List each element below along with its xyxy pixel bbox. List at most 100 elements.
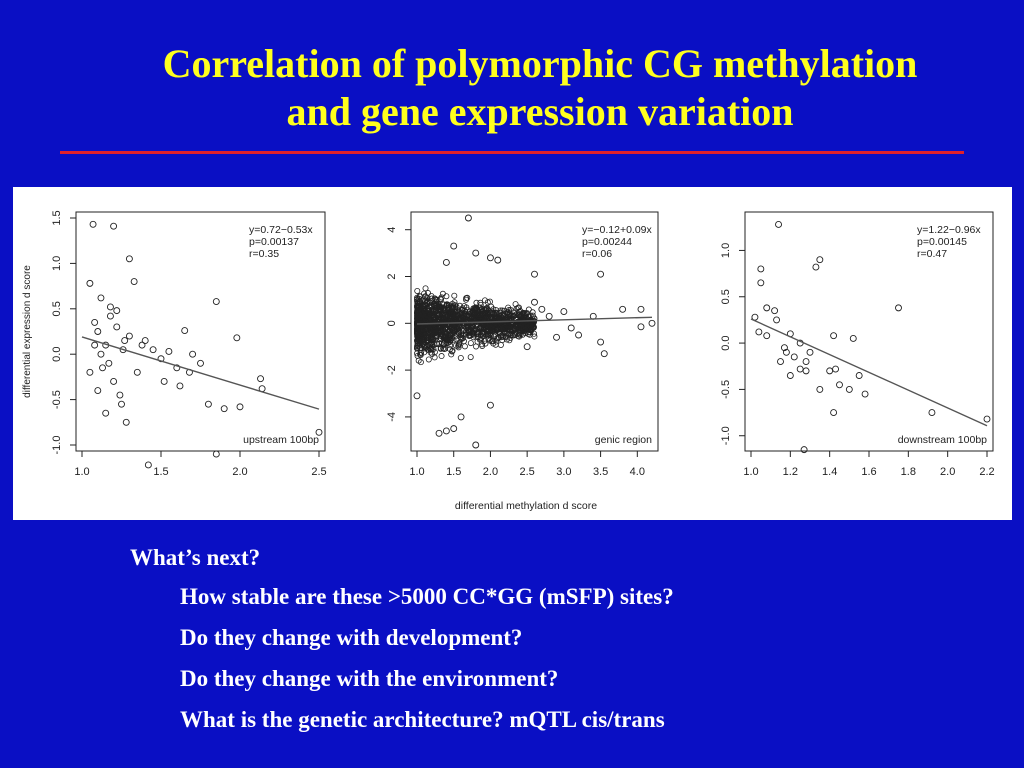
scatter-point [513,316,520,323]
bullet-heading: What’s next? [130,545,261,570]
scatter-point [455,341,462,348]
scatter-point [189,350,197,358]
scatter-point [102,409,110,417]
scatter-point [481,330,488,337]
scatter-point [531,270,538,278]
scatter-point [525,321,532,328]
scatter-point [830,332,838,340]
scatter-point [461,310,468,317]
scatter-point [125,332,133,340]
scatter-point [498,334,505,341]
scatter-point [802,367,810,375]
scatter-point [442,259,450,266]
slide-title-line-1: Correlation of polymorphic CG methylatio… [162,41,918,86]
scatter-point [418,316,425,323]
scatter-point [432,335,439,342]
scatter-point [450,316,457,323]
scatter-plots-svg: 1.0 1.5 2.0 2.5 -1.0 -0.5 0.0 0.5 1.0 1.5 differen… [22,210,995,512]
scatter-point [506,313,513,320]
scatter-point [465,317,472,324]
scatter-point [845,385,853,393]
scatter-point [826,367,834,375]
scatter-point [486,401,494,409]
scatter-point [116,391,124,399]
bullet-item: What is the genetic architecture? mQTL c… [180,707,665,732]
scatter-point [165,348,173,355]
scatter-point [527,322,534,329]
scatter-point [472,441,480,449]
scatter-point [560,308,568,316]
scatter-point [450,242,458,250]
scatter-point [110,222,118,230]
scatter-point [113,323,121,331]
scatter-point [451,292,458,299]
scatter-point [414,295,421,302]
scatter-point [423,319,430,326]
scatter-point [575,331,583,339]
panel-label: upstream 100bp [243,434,319,446]
bullet-list: What’s next? How stable are these >5000 … [130,540,674,740]
y-tick-label: -0.5 [720,380,732,399]
scatter-point [144,461,152,469]
scatter-point [895,304,902,312]
scatter-point [757,265,765,273]
scatter-point [448,309,455,316]
scatter-point [492,326,499,333]
scatter-point [800,446,808,454]
scatter-point [138,341,146,349]
scatter-point [438,328,445,335]
scatter-point [440,316,447,323]
regression-line [416,316,653,325]
scatter-point [512,301,519,308]
scatter-point [422,330,429,337]
scatter-point [438,353,445,360]
scatter-point [832,365,840,373]
scatter-point [417,359,424,366]
scatter-figure: 1.0 1.5 2.0 2.5 -1.0 -0.5 0.0 0.5 1.0 1.5 differen… [13,187,1012,520]
scatter-point [455,329,462,336]
x-tick-label: 2.0 [483,466,498,478]
scatter-point [441,334,448,341]
scatter-point [466,333,473,340]
y-tick-label: 0.5 [51,301,63,316]
shared-x-axis-label: differential methylation d score [455,500,597,512]
scatter-point [463,331,470,338]
y-axis-label: differential expression d score [22,265,33,398]
bullet-item: Do they change with development? [180,625,523,650]
scatter-point [122,418,130,426]
scatter-point [414,327,421,334]
scatter-point [422,293,429,300]
scatter-point [478,334,485,341]
scatter-point [477,324,484,331]
scatter-point [431,313,438,320]
scatter-point [491,332,498,339]
scatter-point [488,338,495,345]
scatter-point [467,308,474,315]
x-tick-label: 2.2 [979,466,994,478]
scatter-point [440,342,447,349]
scatter-point [538,305,546,313]
scatter-point [437,295,444,302]
scatter-point [160,377,168,385]
scatter-point [530,323,537,330]
scatter-point [97,294,105,302]
scatter-point [806,348,814,356]
scatter-point [499,312,506,319]
scatter-point [420,341,427,348]
y-tick-label: -2 [386,365,398,375]
scatter-point [527,329,534,336]
scatter-point [637,323,645,331]
scatter-point [447,308,454,315]
scatter-point [473,299,480,306]
plot-frame [75,211,326,452]
scatter-point [648,319,656,327]
scatter-point [417,326,424,333]
y-tick-label: -1.0 [51,436,63,455]
scatter-point [467,340,474,347]
scatter-point [786,372,794,379]
scatter-point [529,312,536,319]
scatter-point [419,335,426,342]
scatter-point [477,299,484,306]
scatter-point [86,368,94,376]
scatter-point [447,331,454,338]
